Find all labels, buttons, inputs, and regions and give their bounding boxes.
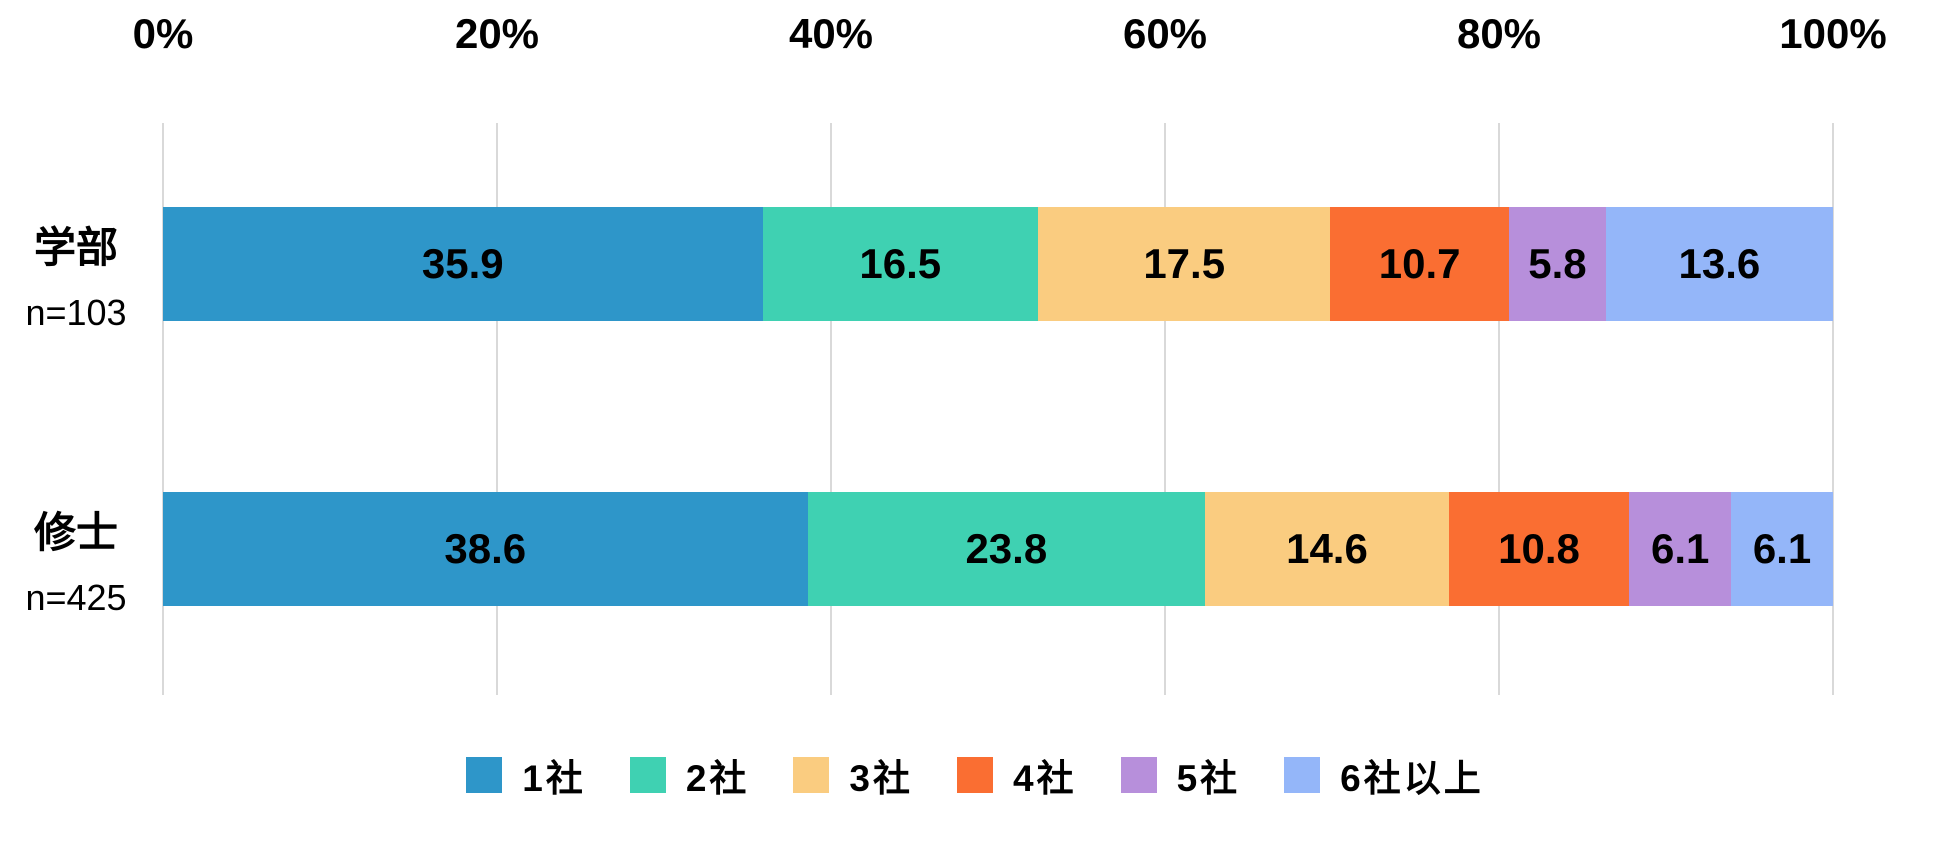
category-n-label: n=425 xyxy=(25,577,127,619)
bar-segment: 10.8 xyxy=(1448,492,1630,606)
gridline xyxy=(496,123,498,695)
category-label: 学部 xyxy=(33,224,118,271)
legend-label: 3社 xyxy=(849,758,913,799)
legend-swatch xyxy=(629,757,666,793)
legend-item: 2社 xyxy=(629,748,750,802)
category-n-label: n=103 xyxy=(25,292,127,334)
legend: 1社 2社 3社 4社 5社 6社以上 xyxy=(0,748,1950,802)
segment-value-label: 38.6 xyxy=(444,525,527,572)
category-label-block: 修士 n=425 xyxy=(0,509,152,619)
x-axis-tick: 60% xyxy=(1122,10,1208,57)
segment-value-label: 6.1 xyxy=(1752,525,1812,572)
gridline xyxy=(1832,123,1834,695)
segment-value-label: 23.8 xyxy=(965,525,1048,572)
bar-segment: 35.9 xyxy=(163,207,763,321)
legend-label: 2社 xyxy=(685,758,750,799)
x-axis-tick: 0% xyxy=(132,10,194,57)
segment-value-label: 10.7 xyxy=(1378,240,1461,287)
gridline xyxy=(1164,123,1166,695)
segment-value-label: 16.5 xyxy=(859,240,942,287)
bar-segment: 6.1 xyxy=(1629,492,1732,606)
x-axis-tick: 80% xyxy=(1456,10,1542,57)
gridline xyxy=(1498,123,1500,695)
legend-item: 6社以上 xyxy=(1284,748,1484,802)
bar-segment: 14.6 xyxy=(1205,492,1449,606)
legend-swatch xyxy=(957,757,993,793)
stacked-bar: 35.9 16.5 17.5 10.7 5.8 13.6 xyxy=(163,207,1833,321)
legend-label: 5社 xyxy=(1176,758,1241,799)
bar-segment: 5.8 xyxy=(1509,207,1606,321)
legend-swatch xyxy=(466,757,503,793)
x-axis-tick: 40% xyxy=(788,10,874,57)
legend-item: 5社 xyxy=(1120,748,1241,802)
legend-label: 6社以上 xyxy=(1340,758,1484,799)
bar-segment: 13.6 xyxy=(1605,207,1833,321)
legend-swatch xyxy=(1284,757,1321,793)
gridline xyxy=(830,123,832,695)
legend-swatch xyxy=(793,757,830,793)
x-axis-tick: 20% xyxy=(454,10,540,57)
bar-segment: 38.6 xyxy=(163,492,808,606)
bar-segment: 16.5 xyxy=(762,207,1039,321)
category-label: 修士 xyxy=(33,509,118,556)
bar-segment: 6.1 xyxy=(1731,492,1833,606)
segment-value-label: 17.5 xyxy=(1143,240,1226,287)
legend-item: 3社 xyxy=(793,748,913,802)
category-label-block: 学部 n=103 xyxy=(0,224,152,334)
legend-item: 4社 xyxy=(957,748,1077,802)
segment-value-label: 35.9 xyxy=(421,240,504,287)
legend-label: 1社 xyxy=(522,758,586,799)
segment-value-label: 6.1 xyxy=(1650,525,1710,572)
bar-segment: 23.8 xyxy=(807,492,1206,606)
legend-label: 4社 xyxy=(1013,758,1077,799)
x-axis-tick: 100% xyxy=(1779,10,1887,57)
segment-value-label: 13.6 xyxy=(1678,240,1761,287)
legend-item: 1社 xyxy=(466,748,586,802)
bar-segment: 10.7 xyxy=(1330,207,1509,321)
segment-value-label: 5.8 xyxy=(1528,240,1587,287)
legend-swatch xyxy=(1120,757,1157,793)
bar-segment: 17.5 xyxy=(1038,207,1331,321)
segment-value-label: 14.6 xyxy=(1286,525,1368,572)
stacked-bar: 38.6 23.8 14.6 10.8 6.1 6.1 xyxy=(163,492,1833,606)
segment-value-label: 10.8 xyxy=(1498,525,1580,572)
gridline xyxy=(162,123,164,695)
x-axis: 0% 20% 40% 60% 80% 100% xyxy=(0,10,1950,62)
